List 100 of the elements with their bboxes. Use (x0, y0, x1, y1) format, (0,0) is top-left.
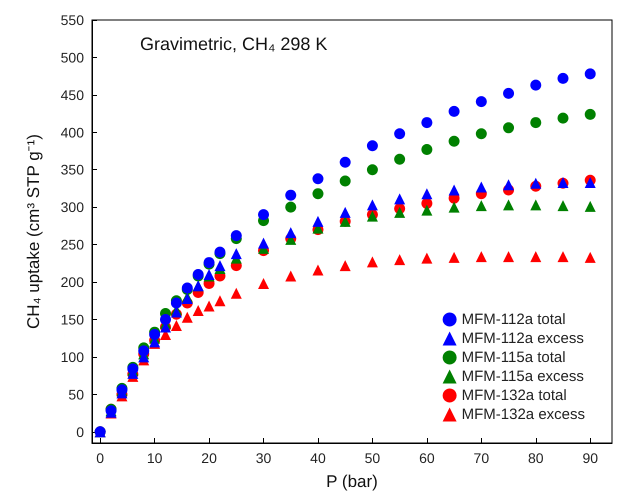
point (530, 178, 542, 189)
x-axis-title: P (bar) (326, 472, 378, 491)
point (312, 173, 324, 184)
point (340, 156, 351, 168)
point (258, 238, 270, 249)
point (394, 193, 406, 204)
x-tick-label: 0 (96, 450, 104, 466)
y-tick-label: 300 (60, 199, 84, 216)
point (230, 288, 242, 299)
point (285, 270, 296, 282)
point (366, 164, 378, 176)
point (285, 190, 296, 201)
point (366, 140, 378, 152)
point (312, 264, 324, 276)
y-tick-label: 550 (60, 12, 84, 28)
point (285, 227, 296, 238)
y-tick-label: 100 (60, 348, 84, 365)
y-tick-label: 350 (60, 162, 84, 178)
point (584, 68, 596, 80)
point (138, 345, 150, 356)
x-tick-label: 40 (310, 450, 326, 466)
point (258, 278, 270, 290)
text: Gravimetric, CH₄ 298 K (140, 34, 328, 54)
legend-label: MFM-115a excess (462, 368, 584, 385)
point (558, 72, 568, 84)
point (366, 256, 378, 268)
point (394, 254, 406, 266)
point (530, 199, 542, 210)
point (558, 112, 568, 124)
point (366, 199, 378, 210)
x-tick-label: 10 (146, 450, 163, 466)
point (170, 320, 182, 331)
y-tick-label: 500 (60, 49, 84, 66)
point (394, 154, 406, 165)
point (584, 252, 596, 263)
y-tick-label: 400 (60, 124, 84, 140)
point (421, 117, 432, 128)
point (312, 216, 324, 227)
point (170, 298, 182, 308)
point (340, 260, 351, 272)
point (476, 96, 487, 108)
point (340, 175, 351, 186)
point (476, 200, 487, 212)
point (448, 184, 460, 196)
legend-label: MFM-112a total (462, 311, 566, 328)
y-tick-label: 450 (60, 86, 84, 103)
point (394, 128, 406, 140)
x-tick-label: 60 (419, 450, 435, 466)
y-tick-label: 0 (76, 424, 84, 440)
point (258, 209, 270, 220)
point (285, 202, 296, 213)
point (476, 128, 487, 140)
y-tick-label: 250 (60, 236, 84, 253)
point (192, 304, 204, 316)
point (421, 188, 432, 200)
point (421, 252, 432, 264)
point (476, 181, 487, 192)
point (448, 252, 460, 263)
legend-label: MFM-132a total (462, 387, 567, 404)
point (448, 106, 460, 117)
point (476, 251, 487, 262)
legend-label: MFM-132a excess (462, 406, 586, 423)
point (230, 248, 242, 260)
legend-label: MFM-115a total (462, 349, 566, 366)
point (503, 251, 514, 262)
point (394, 206, 406, 218)
point (160, 314, 172, 325)
point (230, 230, 242, 242)
point (421, 204, 432, 216)
x-tick-label: 80 (528, 450, 544, 466)
point (340, 206, 351, 218)
x-tick-label: 20 (201, 450, 218, 466)
point (584, 200, 596, 212)
point (584, 108, 596, 120)
x-tick-label: 70 (474, 450, 490, 466)
point (182, 312, 193, 323)
y-tick-label: 200 (60, 274, 84, 290)
y-tick-label: 150 (60, 311, 84, 328)
point (530, 117, 542, 128)
point (557, 251, 568, 262)
point (448, 136, 460, 147)
x-tick-label: 50 (364, 450, 380, 466)
y-tick-label: 50 (68, 386, 84, 402)
point (421, 144, 432, 156)
point (503, 122, 514, 134)
point (204, 300, 215, 312)
y-axis-title: CH₄ uptake (cm³ STP g⁻¹) (24, 134, 43, 329)
point (557, 200, 568, 212)
point (214, 260, 226, 272)
point (312, 188, 324, 200)
point (530, 251, 542, 262)
x-tick-label: 30 (256, 450, 272, 466)
point (530, 80, 542, 91)
point (503, 199, 514, 210)
point (214, 295, 226, 306)
legend-label: MFM-112a excess (462, 330, 584, 347)
point (503, 179, 514, 190)
point (503, 88, 514, 99)
x-tick-label: 90 (582, 450, 598, 466)
point (448, 202, 460, 213)
